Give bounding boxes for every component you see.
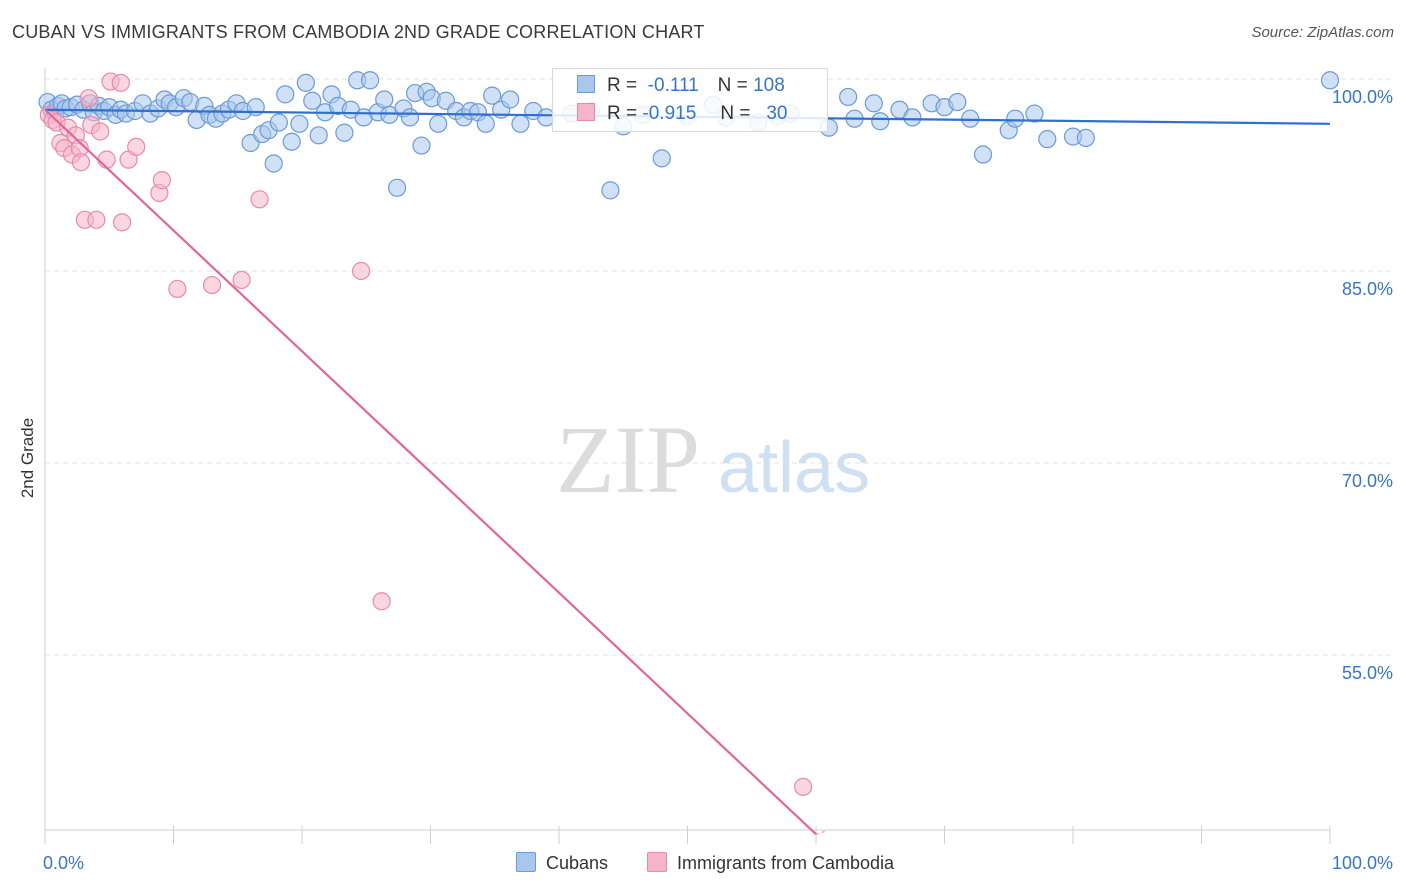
cubans-point	[973, 145, 993, 164]
cubans-point	[375, 90, 394, 109]
cubans-point	[601, 181, 620, 200]
cambodia-point	[352, 261, 371, 281]
n-value: 30	[766, 103, 788, 124]
y-tick-label: 100.0%	[1332, 87, 1393, 107]
legend-item-cambodia: Immigrants from Cambodia	[647, 852, 894, 874]
cubans-point	[361, 71, 380, 90]
cubans-point	[839, 87, 858, 107]
cubans-point	[864, 94, 883, 113]
axes	[44, 68, 1331, 844]
cambodia-swatch	[577, 103, 595, 121]
watermark: ZIP atlas	[556, 406, 870, 513]
y-tick-label: 85.0%	[1342, 279, 1393, 299]
watermark-zip: ZIP	[556, 406, 700, 513]
cubans-point	[1038, 130, 1057, 149]
chart-title: CUBAN VS IMMIGRANTS FROM CAMBODIA 2ND GR…	[12, 22, 705, 42]
cubans-point	[429, 114, 448, 133]
cubans-point	[871, 112, 890, 131]
cubans-point	[282, 132, 301, 151]
legend-item-label: Cubans	[546, 853, 609, 873]
cubans-point	[276, 85, 295, 104]
cambodia-point	[152, 171, 172, 190]
cambodia-point	[250, 190, 269, 209]
cubans-point	[309, 126, 328, 145]
x-tick-label: 100.0%	[1332, 853, 1393, 873]
y-tick-label: 70.0%	[1342, 471, 1393, 491]
source-label: Source: ZipAtlas.com	[1251, 24, 1394, 41]
correlation-legend: R = -0.111 N = 108 R = -0.915 N = 30	[552, 68, 828, 132]
r-value: -0.915	[642, 103, 697, 124]
cambodia-point	[202, 275, 222, 295]
r-label: R =	[607, 75, 638, 96]
cubans-point	[501, 90, 520, 109]
n-value: 108	[753, 75, 785, 96]
cubans-point	[335, 123, 354, 142]
n-label: N =	[717, 75, 748, 96]
cubans-point	[412, 136, 431, 155]
cambodia-point	[168, 279, 187, 299]
cubans-point	[1320, 71, 1340, 90]
cubans-point	[476, 114, 495, 133]
series-legend: Cubans Immigrants from Cambodia	[0, 852, 1406, 876]
watermark-atlas: atlas	[718, 428, 870, 508]
cubans-point	[652, 149, 671, 168]
cambodia-point	[111, 73, 130, 92]
cubans-point	[264, 154, 283, 173]
cubans-point	[269, 113, 288, 132]
x-tick-label: 0.0%	[43, 853, 84, 873]
cubans-point	[948, 92, 967, 112]
cambodia-point	[79, 89, 98, 108]
series-cambodia	[39, 72, 813, 796]
cubans-point	[903, 108, 922, 127]
tick-labels: 55.0% 70.0% 85.0% 100.0% 0.0% 100.0%	[43, 87, 1393, 873]
cambodia-point	[91, 122, 110, 141]
cambodia-point	[71, 153, 91, 172]
cambodia-point	[232, 270, 251, 290]
cambodia-point	[372, 592, 391, 611]
grid-lines	[45, 78, 1395, 656]
r-label: R =	[607, 103, 638, 124]
cambodia-point	[127, 137, 146, 156]
cambodia-point	[794, 777, 813, 796]
cambodia-trend-extension	[815, 830, 827, 835]
cubans-point	[303, 91, 322, 110]
cubans-point	[511, 114, 530, 133]
cubans-point	[1025, 104, 1044, 123]
legend-row-cambodia: R = -0.915 N = 30	[577, 103, 787, 125]
legend-item-cubans: Cubans	[516, 852, 608, 874]
cambodia-point	[97, 150, 116, 169]
y-axis-label: 2nd Grade	[18, 418, 37, 498]
cubans-point	[290, 114, 309, 133]
cubans-legend-swatch	[516, 852, 536, 872]
cubans-point	[1006, 109, 1025, 128]
cambodia-trend-line	[44, 108, 817, 836]
cubans-point	[400, 108, 420, 127]
cubans-point	[1076, 128, 1095, 147]
cubans-point	[483, 86, 502, 105]
legend-item-label: Immigrants from Cambodia	[677, 853, 895, 873]
n-label: N =	[720, 103, 751, 124]
cubans-point	[387, 178, 407, 197]
cubans-swatch	[577, 75, 595, 93]
cubans-point	[296, 73, 315, 92]
cubans-point	[961, 109, 980, 128]
legend-row-cubans: R = -0.111 N = 108	[577, 75, 785, 97]
cambodia-point	[112, 213, 132, 232]
r-value: -0.111	[647, 75, 699, 96]
cambodia-point	[87, 210, 106, 229]
cambodia-legend-swatch	[647, 852, 667, 872]
y-tick-label: 55.0%	[1342, 663, 1393, 683]
